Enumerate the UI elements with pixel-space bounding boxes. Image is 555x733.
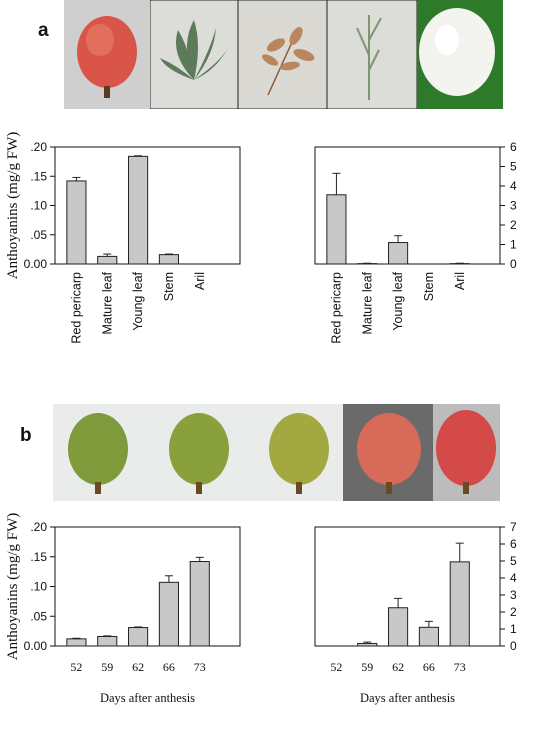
fruit-66-days-icon (357, 413, 421, 494)
chart-b-right-ytick-label: 7 (510, 520, 517, 534)
chart-a-right-ytick-label: 1 (510, 238, 517, 252)
chart-a-right-ytick-label: 4 (510, 179, 517, 193)
chart-a-left-ytick-label: 0.00 (24, 257, 48, 271)
chart-b-right-bar (418, 626, 439, 647)
chart-a-right-category-label: Young leaf (391, 271, 405, 330)
chart-b-right-bar (357, 642, 378, 647)
chart-b-right-category-label: 66 (423, 660, 435, 674)
mature-leaf-photo (150, 0, 238, 109)
fruit-73-days-icon (436, 410, 496, 494)
chart-b-left-bar (97, 635, 118, 647)
chart-b-left-category-label: 62 (132, 660, 144, 674)
young-leaf-icon (238, 0, 327, 109)
chart-a-left-category-label: Mature leaf (100, 271, 114, 334)
lychee-fruit-icon (64, 0, 150, 109)
chart-b-right-ytick-label: 0 (510, 639, 517, 653)
fruit-52-days-icon (68, 413, 128, 494)
chart-a-left-ytick-label: .05 (30, 228, 47, 242)
chart-b-right-bar (388, 607, 409, 647)
chart-b-left-bar (189, 561, 210, 647)
chart-a-left-category-label: Young leaf (131, 271, 145, 330)
chart-a-left-ylabel: Anthoyanins (mg/g FW) (5, 132, 21, 280)
chart-b-left-xlabel: Days after anthesis (100, 691, 195, 705)
stem-icon (327, 0, 417, 109)
chart-b-left-category-label: 52 (70, 660, 82, 674)
chart-b-right-category-label: 59 (361, 660, 373, 674)
chart-a-right-ytick-label: 5 (510, 160, 517, 174)
chart-b-left-ytick-label: .20 (30, 520, 47, 534)
fruit-62-days-icon (269, 413, 329, 494)
chart-a-right-ytick-label: 6 (510, 140, 517, 154)
chart-a-left-category-label: Stem (162, 272, 176, 301)
chart-a-left-bar (158, 254, 179, 265)
chart-a-right-category-label: Red pericarp (329, 272, 343, 344)
chart-b-right-ytick-label: 5 (510, 554, 517, 568)
chart-a-right-category-label: Stem (422, 272, 436, 301)
chart-b-left-ytick-label: .10 (30, 580, 47, 594)
chart-a-left-ytick-label: .15 (30, 169, 47, 183)
chart-b-right-category-label: 62 (392, 660, 404, 674)
panel-label-a: a (38, 20, 49, 41)
chart-a-left-category-label: Red pericarp (69, 272, 83, 344)
stem-photo (327, 0, 417, 109)
chart-b-right-bar (449, 561, 470, 647)
chart-b-right-ytick-label: 1 (510, 622, 517, 636)
fruit-ripening-photo-strip (53, 404, 500, 501)
chart-a-left-bar (97, 255, 118, 265)
chart-b-right-xlabel: Days after anthesis (360, 691, 455, 705)
chart-b-left-ytick-label: 0.00 (24, 639, 48, 653)
chart-a-left-ytick-label: .20 (30, 140, 47, 154)
young-leaf-photo (238, 0, 327, 109)
chart-a-left-ytick-label: .10 (30, 199, 47, 213)
chart-a-left-category-label: Aril (193, 272, 207, 290)
mature-leaf-icon (150, 0, 238, 109)
chart-b-left-bar (66, 638, 87, 647)
chart-b-left-category-label: 59 (101, 660, 113, 674)
chart-a-right-category-label: Aril (453, 272, 467, 290)
chart-a-right-category-label: Mature leaf (360, 271, 374, 334)
chart-a-left-bar (66, 180, 87, 265)
chart-b-right-category-label: 73 (454, 660, 466, 674)
aril-photo (417, 0, 503, 109)
panel-label-b: b (20, 425, 32, 446)
chart-b-left-ylabel: Anthoyanins (mg/g FW) (5, 513, 21, 661)
chart-b-right-ytick-label: 2 (510, 605, 517, 619)
chart-b-left-ytick-label: .15 (30, 550, 47, 564)
chart-a-right-ytick-label: 2 (510, 218, 517, 232)
chart-a-left-bar (128, 155, 149, 265)
chart-a-right-bar (388, 242, 409, 265)
aril-icon (417, 0, 503, 109)
chart-b-left-ytick-label: .05 (30, 609, 47, 623)
chart-b-right-ytick-label: 3 (510, 588, 517, 602)
chart-b-left-bar (128, 627, 149, 647)
chart-a-right-bar (326, 194, 347, 265)
chart-b-left-category-label: 73 (194, 660, 206, 674)
chart-b-right-ytick-label: 4 (510, 571, 517, 585)
chart-b-right-ytick-label: 6 (510, 537, 517, 551)
fruit-59-days-icon (169, 413, 229, 494)
red-pericarp-photo (64, 0, 150, 109)
chart-b-left-bar (158, 581, 179, 647)
chart-a-right-ytick-label: 3 (510, 199, 517, 213)
chart-b-right-category-label: 52 (330, 660, 342, 674)
chart-b-left-category-label: 66 (163, 660, 175, 674)
chart-a-right-ytick-label: 0 (510, 257, 517, 271)
